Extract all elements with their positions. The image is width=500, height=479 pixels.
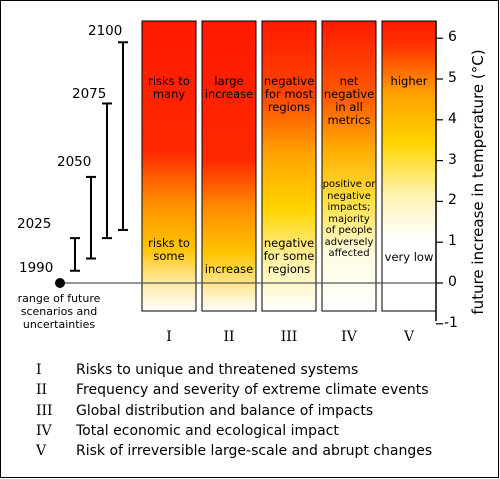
year-label-2075: 2075: [72, 86, 107, 102]
range-label: range of future scenarios and uncertaint…: [17, 292, 101, 331]
legend-row-ii: II Frequency and severity of extreme clim…: [36, 382, 429, 398]
column-iv-bar: [321, 20, 377, 312]
column-iii-bar: [261, 20, 317, 312]
range-line-2025: [70, 237, 80, 272]
axis-tick-label-6: 6: [448, 29, 457, 46]
range-line-2100: [118, 41, 128, 231]
column-ii-numeral: II: [223, 329, 235, 345]
column-i-numeral: I: [166, 329, 172, 345]
column-iv-lower-text: positive or negative impacts; majority o…: [322, 179, 376, 259]
column-i-upper-text: risks to many: [148, 74, 190, 101]
legend-text-ii: Frequency and severity of extreme climat…: [76, 382, 429, 398]
range-line-2075: [102, 102, 112, 240]
column-ii-bar: [201, 20, 257, 312]
temperature-axis: [60, 21, 443, 325]
column-ii-upper-text: large increase: [204, 74, 254, 101]
legend-text-iv: Total economic and ecological impact: [76, 423, 339, 439]
column-iv-upper-text: net negative in all metrics: [323, 74, 375, 127]
axis-tick-label-2: 2: [448, 192, 457, 209]
legend-numeral-iii: III: [36, 403, 53, 419]
year-label-2050: 2050: [57, 154, 92, 170]
column-v-lower-text: very low: [384, 250, 434, 264]
legend-text-i: Risks to unique and threatened systems: [76, 362, 359, 378]
column-i-bar: [141, 20, 197, 312]
range-line-2050: [86, 175, 96, 260]
column-iii-upper-text: negative for most regions: [263, 74, 315, 114]
column-iii-lower-text: negative for some regions: [263, 236, 315, 276]
column-iii-numeral: III: [280, 329, 298, 345]
legend-text-iii: Global distribution and balance of impac…: [76, 403, 374, 419]
axis-tick-label-4: 4: [448, 110, 457, 127]
axis-tick-label-5: 5: [448, 70, 457, 86]
column-iv-numeral: IV: [341, 329, 357, 345]
column-v-bar: [381, 20, 437, 312]
legend-row-iii: III Global distribution and balance of im…: [36, 403, 373, 419]
legend-row-v: V Risk of irreversible large-scale and ab…: [36, 443, 432, 459]
legend-row-iv: IV Total economic and ecological impact: [36, 423, 339, 439]
legend-text-v: Risk of irreversible large-scale and abr…: [76, 443, 433, 459]
column-v-numeral: V: [403, 329, 415, 345]
legend-row-i: I Risks to unique and threatened systems: [36, 362, 358, 378]
axis-tick-label--1: -1: [444, 314, 458, 331]
axis-tick-label-0: 0: [448, 274, 457, 290]
origin-1990-dot: [55, 278, 65, 288]
column-i-lower-text: risks to some: [148, 236, 190, 263]
year-label-2025: 2025: [17, 216, 52, 232]
year-label-2100: 2100: [88, 23, 123, 39]
scenario-range-lines: [70, 41, 128, 272]
legend-numeral-iv: IV: [36, 423, 52, 439]
legend-numeral-ii: II: [36, 382, 48, 398]
column-v-upper-text: higher: [390, 74, 428, 88]
axis-tick-label-1: 1: [448, 233, 457, 250]
axis-title: future increase in temperature (°C): [469, 49, 487, 315]
legend-numeral-i: I: [36, 362, 42, 378]
year-label-1990: 1990: [19, 260, 54, 276]
column-ii-lower-text: increase: [204, 262, 254, 276]
legend-numeral-v: V: [36, 443, 47, 459]
axis-tick-label-3: 3: [448, 151, 457, 168]
